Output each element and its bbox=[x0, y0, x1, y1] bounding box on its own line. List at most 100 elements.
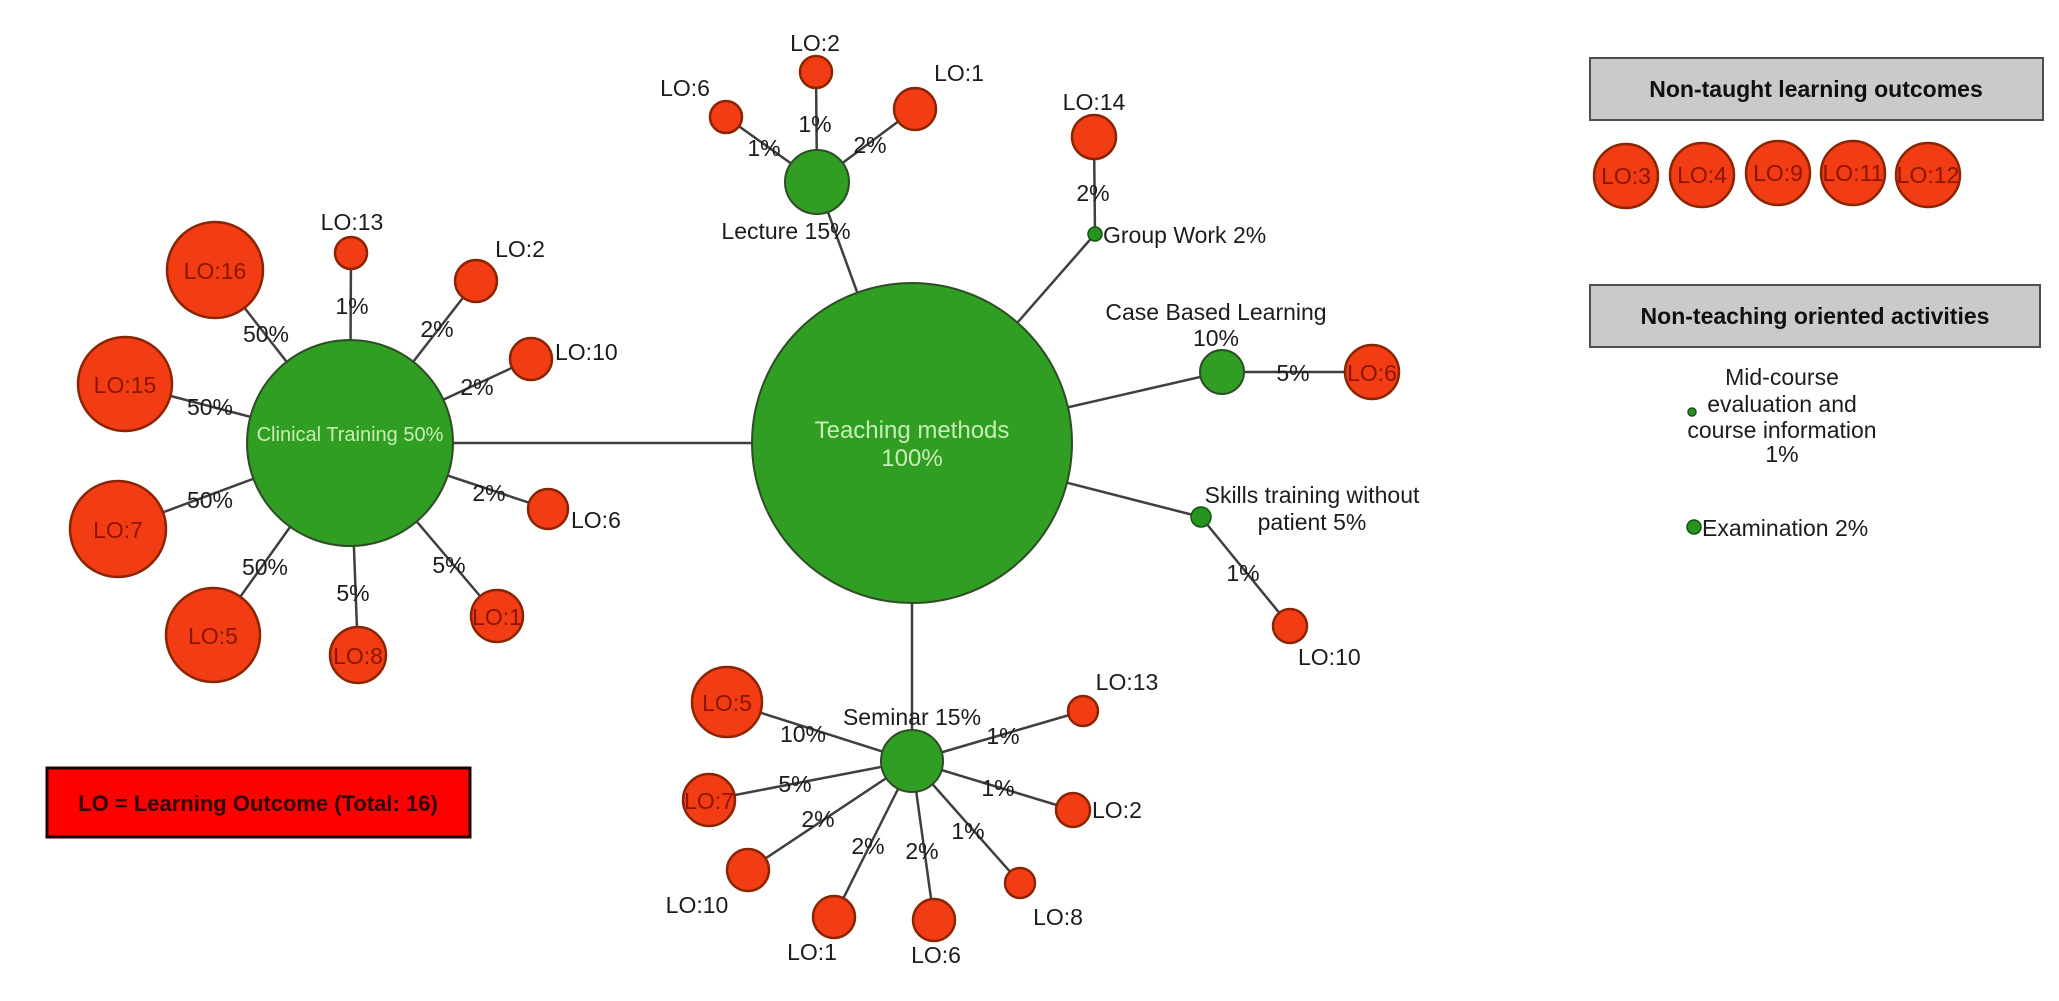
group-work-lo14-circle bbox=[1070, 113, 1118, 161]
examination-label: Examination 2% bbox=[1702, 515, 1868, 541]
seminar-lo2-circle bbox=[1054, 791, 1092, 829]
clinical-lo1-circle bbox=[469, 588, 525, 644]
mid-course-label-line3: course information bbox=[1687, 417, 1876, 443]
clinical-lo13-label: LO:13 bbox=[321, 209, 384, 235]
clinical-lo5-label: LO:5 bbox=[188, 623, 238, 649]
skills-lo10-label: LO:10 bbox=[1298, 644, 1361, 670]
lecture-lo6-pct: 1% bbox=[747, 135, 780, 161]
teaching-methods-label-line2: 100% bbox=[881, 445, 942, 472]
clinical-lo16-circle bbox=[165, 220, 265, 320]
node-clinical-training: Clinical Training 50% bbox=[246, 339, 454, 547]
case-based-pct: 10% bbox=[1193, 325, 1239, 351]
mid-course-label-line2: evaluation and bbox=[1707, 391, 1857, 417]
non-taught-header-text: Non-taught learning outcomes bbox=[1649, 76, 1983, 102]
non-taught-lo4-label: LO:4 bbox=[1677, 162, 1727, 188]
skills-training-label-line2: patient 5% bbox=[1258, 509, 1367, 535]
clinical-lo8-label: LO:8 bbox=[333, 643, 383, 669]
legend: LO = Learning Outcome (Total: 16) bbox=[45, 766, 472, 839]
seminar-lo6-pct: 2% bbox=[905, 838, 938, 864]
lecture-lo2-pct: 1% bbox=[798, 111, 831, 137]
legend-box bbox=[45, 766, 472, 839]
skills-training-label-line1: Skills training without bbox=[1205, 482, 1420, 508]
non-taught-lo12-label: LO:12 bbox=[1897, 162, 1960, 188]
clinical-lo8-pct: 5% bbox=[336, 580, 369, 606]
case-based-lo6-circle bbox=[1343, 343, 1401, 401]
edge-skills-lo10 bbox=[1200, 516, 1291, 627]
clinical-satellites: LO:16 50% LO:13 1% LO:2 2% LO:10 2% LO:1… bbox=[68, 209, 621, 685]
clinical-lo1-pct: 5% bbox=[432, 552, 465, 578]
node-seminar: Seminar 15% bbox=[843, 704, 981, 793]
clinical-lo15-label: LO:15 bbox=[94, 372, 157, 398]
seminar-lo6-label: LO:6 bbox=[911, 942, 961, 968]
clinical-lo7-pct: 50% bbox=[187, 487, 233, 513]
panel-non-teaching: Non-teaching oriented activities Mid-cou… bbox=[1589, 284, 2041, 541]
seminar-lo5-pct: 10% bbox=[780, 721, 826, 747]
clinical-lo6-pct: 2% bbox=[472, 480, 505, 506]
clinical-lo13-circle bbox=[333, 235, 369, 271]
node-case-based-learning: Case Based Learning 10% bbox=[1105, 299, 1327, 395]
lecture-satellites: LO:6 1% LO:2 1% LO:1 2% bbox=[660, 30, 984, 161]
clinical-training-label: Clinical Training 50% bbox=[257, 424, 444, 446]
non-teaching-header-box bbox=[1589, 284, 2041, 348]
clinical-lo10-circle bbox=[508, 336, 554, 382]
clinical-lo10-pct: 2% bbox=[460, 374, 493, 400]
lecture-lo2-circle bbox=[798, 54, 834, 90]
clinical-lo6-label: LO:6 bbox=[571, 507, 621, 533]
non-taught-lo11-circle bbox=[1819, 139, 1887, 207]
clinical-lo8-circle bbox=[328, 625, 388, 685]
clinical-lo13-pct: 1% bbox=[335, 293, 368, 319]
legend-text: LO = Learning Outcome (Total: 16) bbox=[78, 791, 438, 816]
seminar-lo5-label: LO:5 bbox=[702, 690, 752, 716]
teaching-methods-circle bbox=[751, 282, 1073, 604]
seminar-lo2-label: LO:2 bbox=[1092, 797, 1142, 823]
non-taught-lo9-circle bbox=[1744, 139, 1812, 207]
clinical-lo10-label: LO:10 bbox=[555, 339, 618, 365]
clinical-lo2-circle bbox=[453, 258, 499, 304]
non-taught-lo12-circle bbox=[1894, 141, 1962, 209]
clinical-lo16-pct: 50% bbox=[243, 321, 289, 347]
seminar-lo13-circle bbox=[1066, 694, 1100, 728]
lecture-lo1-label: LO:1 bbox=[934, 60, 984, 86]
panel-non-taught: Non-taught learning outcomes LO:3 LO:4 L… bbox=[1589, 57, 2044, 210]
clinical-lo2-pct: 2% bbox=[420, 316, 453, 342]
group-work-lo14-pct: 2% bbox=[1076, 180, 1109, 206]
clinical-training-circle bbox=[246, 339, 454, 547]
node-lecture: Lecture 15% bbox=[721, 149, 851, 244]
non-taught-header-box bbox=[1589, 57, 2044, 121]
clinical-lo1-label: LO:1 bbox=[472, 604, 522, 630]
seminar-lo13-label: LO:13 bbox=[1096, 669, 1159, 695]
edge-seminar-lo7 bbox=[708, 759, 913, 802]
lecture-lo2-label: LO:2 bbox=[790, 30, 840, 56]
skills-training-dot bbox=[1190, 506, 1212, 528]
lecture-lo1-circle bbox=[892, 86, 938, 132]
seminar-lo7-pct: 5% bbox=[778, 771, 811, 797]
teaching-methods-label-line1: Teaching methods bbox=[815, 417, 1010, 444]
seminar-lo6-circle bbox=[911, 897, 957, 943]
skills-lo10-circle bbox=[1271, 607, 1309, 645]
lecture-circle bbox=[784, 149, 850, 215]
mid-course-dot bbox=[1687, 407, 1697, 417]
seminar-lo8-label: LO:8 bbox=[1033, 904, 1083, 930]
seminar-lo7-circle bbox=[681, 772, 737, 828]
seminar-lo10-circle bbox=[725, 847, 771, 893]
node-skills-training: Skills training without patient 5% bbox=[1190, 482, 1420, 535]
group-work-label: Group Work 2% bbox=[1103, 222, 1266, 248]
seminar-lo13-pct: 1% bbox=[986, 723, 1019, 749]
seminar-lo2-pct: 1% bbox=[981, 775, 1014, 801]
seminar-satellites: LO:5 10% LO:7 5% LO:10 2% LO:1 2% LO:6 2… bbox=[666, 665, 1159, 968]
clinical-lo15-circle bbox=[76, 335, 174, 433]
group-work-lo14-label: LO:14 bbox=[1063, 89, 1126, 115]
non-teaching-header-text: Non-teaching oriented activities bbox=[1641, 303, 1990, 329]
case-based-lo6-label: LO:6 bbox=[1347, 360, 1397, 386]
non-taught-lo3-circle bbox=[1592, 142, 1660, 210]
skills-satellites: LO:10 1% bbox=[1226, 560, 1360, 670]
lecture-lo6-label: LO:6 bbox=[660, 75, 710, 101]
seminar-circle bbox=[880, 729, 944, 793]
seminar-lo1-circle bbox=[811, 894, 857, 940]
seminar-lo1-pct: 2% bbox=[851, 833, 884, 859]
examination-dot bbox=[1686, 519, 1702, 535]
seminar-lo8-pct: 1% bbox=[951, 818, 984, 844]
mid-course-label-line4: 1% bbox=[1765, 441, 1798, 467]
